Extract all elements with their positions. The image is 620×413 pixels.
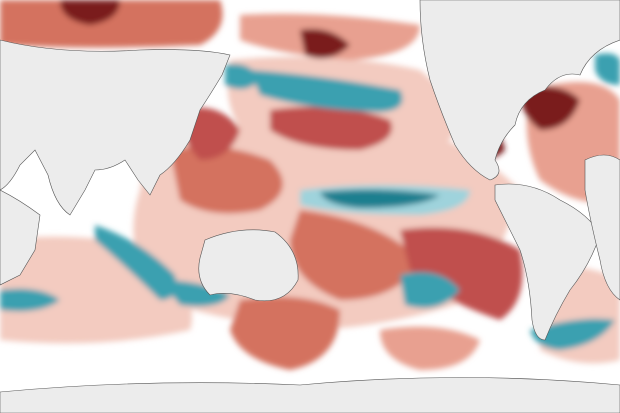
south-america <box>494 183 601 341</box>
warm-medium <box>0 0 223 48</box>
eurasia <box>0 39 231 216</box>
cool-medium <box>400 272 460 308</box>
cool-medium <box>0 288 60 312</box>
north-america <box>419 0 620 181</box>
warm-medium <box>290 210 420 300</box>
warm-extreme <box>60 0 120 25</box>
cool-medium <box>595 53 620 85</box>
australia <box>198 229 299 302</box>
antarctica <box>0 377 620 413</box>
warm-strong <box>400 227 523 320</box>
warm-light <box>380 326 480 370</box>
warm-extreme <box>300 29 350 59</box>
warm-strong <box>270 106 392 150</box>
warm-extreme <box>520 86 580 130</box>
cool-medium <box>225 64 260 89</box>
anomaly-field <box>0 0 620 370</box>
africa-east <box>0 189 41 286</box>
cool-medium <box>95 225 176 300</box>
warm-medium <box>230 296 340 370</box>
cool-medium <box>530 318 615 350</box>
cool-medium <box>160 280 230 307</box>
cool-strong <box>320 189 440 208</box>
cool-medium <box>250 70 403 112</box>
africa-west <box>584 154 620 301</box>
warm-medium <box>170 146 283 214</box>
